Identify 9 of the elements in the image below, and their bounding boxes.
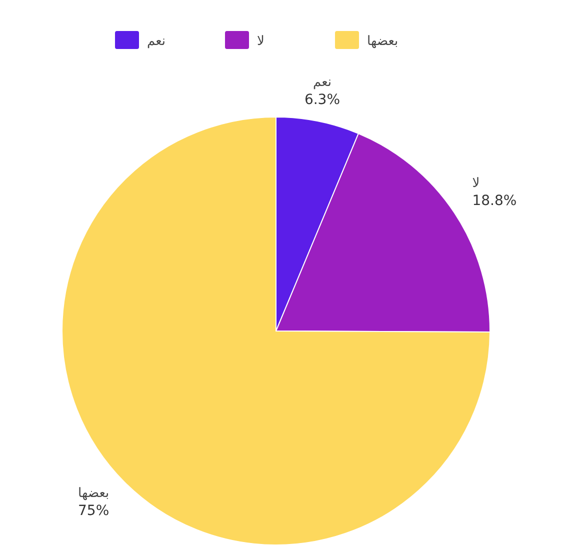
data-label: 75% [78, 503, 110, 520]
slice-label: لا [472, 176, 480, 191]
legend-label: بعضها [367, 34, 398, 49]
legend-label: نعم [147, 34, 166, 49]
slice-label: نعم [312, 75, 332, 90]
slice-label: بعضها [78, 486, 110, 502]
legend-label: لا [257, 34, 264, 49]
data-label: 18.8% [472, 192, 517, 209]
data-label: 6.3% [304, 92, 340, 108]
